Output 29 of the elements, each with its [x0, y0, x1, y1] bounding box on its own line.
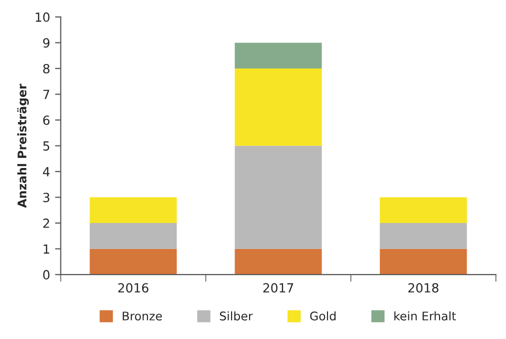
y-tick-label: 3: [43, 192, 50, 202]
bar: [380, 197, 467, 224]
y-tick-label: 6: [43, 115, 50, 125]
bar: [234, 248, 322, 275]
y-tick-label: 0: [43, 270, 50, 280]
legend-label: Bronze: [122, 312, 162, 320]
bar: [234, 146, 322, 249]
bar: [234, 68, 322, 146]
legend-label: kein Erhalt: [394, 311, 456, 320]
legend-label: Silber: [220, 311, 253, 320]
x-tick-label: 2018: [408, 283, 438, 293]
x-tick-label: 2017: [263, 283, 294, 293]
y-axis-title: Anzahl Preisträger: [17, 84, 29, 208]
bar: [380, 248, 467, 275]
y-tick-label: 5: [43, 141, 50, 151]
bar: [90, 248, 177, 275]
y-tick-label: 10: [36, 12, 50, 22]
y-tick-label: 7: [43, 90, 50, 99]
bar: [90, 223, 177, 249]
y-tick-label: 2: [43, 218, 50, 228]
y-tick-label: 8: [43, 64, 50, 74]
x-tick-label: 2016: [118, 283, 148, 293]
y-tick-label: 9: [43, 38, 50, 48]
y-tick-label: 4: [42, 167, 50, 176]
bar: [90, 197, 177, 224]
bar: [380, 223, 467, 249]
y-tick-label: 1: [44, 244, 50, 254]
bar: [234, 42, 322, 68]
legend-label: Gold: [310, 311, 336, 320]
